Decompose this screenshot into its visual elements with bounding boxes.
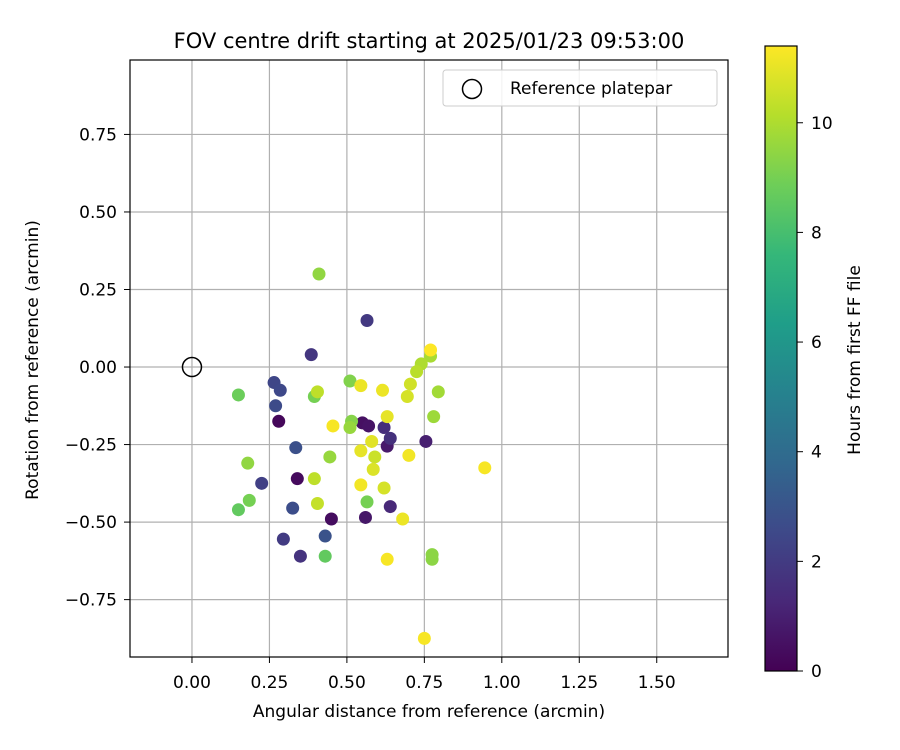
data-point — [343, 374, 357, 388]
x-tick-label: 1.00 — [483, 673, 521, 693]
data-point — [431, 385, 445, 399]
data-point — [354, 379, 368, 393]
colorbar-label: Hours from first FF file — [845, 265, 865, 455]
data-point — [293, 549, 307, 563]
colorbar: 0 2 4 6 8 10 Hours from first FF file — [764, 45, 865, 682]
data-point — [427, 410, 441, 424]
data-point — [354, 444, 368, 458]
data-point — [410, 365, 424, 379]
x-tick-label: 1.25 — [560, 673, 598, 693]
data-point — [377, 421, 391, 435]
data-point — [323, 450, 337, 464]
data-point — [318, 549, 332, 563]
data-point — [362, 419, 376, 433]
data-point — [402, 448, 416, 462]
data-point — [255, 476, 269, 490]
data-point — [273, 383, 287, 397]
plot-frame — [129, 59, 729, 658]
data-point — [324, 512, 338, 526]
data-point — [310, 385, 324, 399]
data-point — [360, 495, 374, 509]
colorbar-gradient — [764, 45, 798, 672]
data-point — [478, 461, 492, 475]
x-axis-label: Angular distance from reference (arcmin) — [253, 702, 605, 722]
y-tick-label: −0.25 — [65, 436, 117, 456]
x-tick-label: 0.25 — [251, 673, 289, 693]
data-points — [231, 267, 492, 645]
data-point — [383, 500, 397, 514]
colorbar-tick-label: 4 — [811, 443, 822, 463]
colorbar-ticks: 0 2 4 6 8 10 — [797, 114, 833, 682]
x-axis-ticks: 0.00 0.25 0.50 0.75 1.00 1.25 1.50 — [173, 657, 676, 693]
data-point — [289, 441, 303, 455]
colorbar-tick-label: 8 — [811, 223, 822, 243]
colorbar-tick-label: 2 — [811, 552, 822, 572]
data-point — [269, 399, 283, 413]
y-axis-label: Rotation from reference (arcmin) — [23, 220, 43, 500]
data-point — [425, 548, 439, 562]
data-point — [383, 431, 397, 445]
data-point — [354, 478, 368, 492]
data-point — [231, 388, 245, 402]
data-point — [396, 512, 410, 526]
colorbar-tick-label: 0 — [811, 662, 822, 682]
data-point — [380, 410, 394, 424]
legend-open-circle-icon — [461, 78, 483, 100]
data-point — [241, 456, 255, 470]
data-point — [403, 377, 417, 391]
chart-title: FOV centre drift starting at 2025/01/23 … — [174, 29, 685, 53]
x-tick-label: 0.50 — [328, 673, 366, 693]
colorbar-tick-label: 6 — [811, 333, 822, 353]
legend-box — [442, 69, 718, 107]
x-tick-label: 0.75 — [405, 673, 443, 693]
y-tick-label: −0.75 — [65, 591, 117, 611]
data-point — [310, 496, 324, 510]
data-point — [358, 510, 372, 524]
y-tick-label: 0.75 — [79, 125, 117, 145]
data-point — [376, 383, 390, 397]
data-point — [286, 501, 300, 515]
data-point — [272, 414, 286, 428]
data-point — [368, 450, 382, 464]
legend-label: Reference platepar — [510, 79, 672, 99]
data-point — [360, 314, 374, 328]
data-point — [424, 343, 438, 357]
data-point — [276, 532, 290, 546]
data-point — [400, 389, 414, 403]
data-point — [231, 503, 245, 517]
data-point — [326, 419, 340, 433]
y-tick-label: 0.25 — [79, 280, 117, 300]
legend: Reference platepar — [442, 69, 718, 107]
grid — [130, 60, 728, 657]
data-point — [304, 348, 318, 362]
data-point — [417, 631, 431, 645]
x-tick-label: 0.00 — [173, 673, 211, 693]
data-point — [290, 472, 304, 486]
data-point — [343, 421, 357, 435]
y-tick-label: 0.00 — [79, 358, 117, 378]
y-axis-ticks: 0.75 0.50 0.25 0.00 −0.25 −0.50 −0.75 — [65, 125, 130, 611]
data-point — [380, 552, 394, 566]
colorbar-tick-label: 10 — [811, 114, 833, 134]
reference-platepar-marker — [181, 356, 203, 378]
data-point — [242, 493, 256, 507]
data-point — [365, 434, 379, 448]
y-tick-label: −0.50 — [65, 513, 117, 533]
y-tick-label: 0.50 — [79, 203, 117, 223]
data-point — [318, 529, 332, 543]
data-point — [307, 472, 321, 486]
data-point — [366, 462, 380, 476]
x-tick-label: 1.50 — [638, 673, 676, 693]
data-point — [377, 481, 391, 495]
data-point — [312, 267, 326, 281]
data-point — [419, 434, 433, 448]
